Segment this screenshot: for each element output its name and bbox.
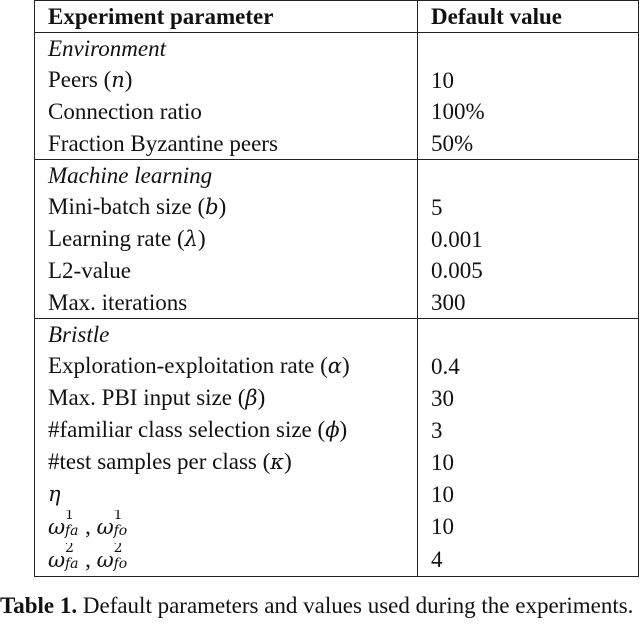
param-value: 50%	[417, 127, 639, 160]
param-label: Max. iterations	[34, 286, 418, 319]
section-title: Bristle	[34, 317, 418, 351]
section-title: Machine learning	[34, 158, 418, 192]
header-default-value: Default value	[417, 0, 639, 33]
table-row: L2-value 0.005	[34, 255, 639, 287]
section-machine-learning: Machine learning	[34, 158, 639, 192]
omega-symbol: ω 1 fo	[96, 510, 128, 539]
param-label: Learning rate (λ)	[34, 223, 418, 256]
param-value: 10	[417, 478, 639, 511]
section-bristle: Bristle	[34, 317, 639, 351]
omega-symbol: ω 1 fa	[48, 510, 79, 539]
param-label: L2-value	[34, 255, 418, 287]
section-title: Environment	[34, 32, 418, 65]
table-row: η 10	[34, 478, 639, 511]
table-row: Learning rate (λ) 0.001	[34, 223, 639, 256]
param-value: 10	[417, 510, 639, 544]
param-value: 0.005	[417, 255, 639, 287]
table-row: Mini-batch size (b) 5	[34, 191, 639, 224]
param-value: 30	[417, 382, 639, 415]
empty-cell	[417, 317, 639, 351]
caption-text: Default parameters and values used durin…	[82, 593, 634, 618]
table-row: ω 2 fa, ω 2 fo 4	[34, 543, 639, 578]
table-row: Max. PBI input size (β) 30	[34, 382, 639, 415]
section-environment: Environment	[34, 32, 639, 65]
table-caption: Table 1. Default parameters and values u…	[0, 591, 640, 621]
param-label: Fraction Byzantine peers	[34, 127, 418, 160]
parameter-table: Experiment parameter Default value Envir…	[34, 0, 639, 578]
omega-symbol: ω 2 fa	[48, 543, 79, 572]
param-label: Exploration-exploitation rate (α)	[34, 350, 418, 383]
param-value: 5	[417, 191, 639, 224]
param-value: 10	[417, 446, 639, 479]
table-row: Max. iterations 300	[34, 286, 639, 319]
empty-cell	[417, 158, 639, 192]
table-row: Fraction Byzantine peers 50%	[34, 127, 639, 160]
param-label: #test samples per class (κ)	[34, 446, 418, 479]
param-value: 0.001	[417, 223, 639, 256]
param-value: 10	[417, 64, 639, 97]
param-label-omega1: ω 1 fa, ω 1 fo	[34, 510, 418, 544]
param-label: Mini-batch size (b)	[34, 191, 418, 224]
table-header-row: Experiment parameter Default value	[34, 0, 639, 33]
param-value: 3	[417, 414, 639, 447]
param-label: η	[34, 478, 418, 511]
param-label: Peers (n)	[34, 64, 418, 97]
param-label: #familiar class selection size (ϕ)	[34, 414, 418, 447]
table-row: ω 1 fa, ω 1 fo 10	[34, 510, 639, 544]
table-row: Exploration-exploitation rate (α) 0.4	[34, 350, 639, 383]
param-value: 300	[417, 286, 639, 319]
param-label: Connection ratio	[34, 96, 418, 128]
table-row: #test samples per class (κ) 10	[34, 446, 639, 479]
empty-cell	[417, 32, 639, 65]
caption-label: Table 1.	[0, 593, 78, 618]
param-label: Max. PBI input size (β)	[34, 382, 418, 415]
table-row: Connection ratio 100%	[34, 96, 639, 128]
table-row: Peers (n) 10	[34, 64, 639, 97]
table-row: #familiar class selection size (ϕ) 3	[34, 414, 639, 447]
param-value: 100%	[417, 96, 639, 128]
param-label-omega2: ω 2 fa, ω 2 fo	[34, 543, 418, 578]
omega-symbol: ω 2 fo	[96, 543, 128, 572]
param-value: 4	[417, 543, 639, 578]
header-parameter: Experiment parameter	[34, 0, 418, 33]
param-value: 0.4	[417, 350, 639, 383]
